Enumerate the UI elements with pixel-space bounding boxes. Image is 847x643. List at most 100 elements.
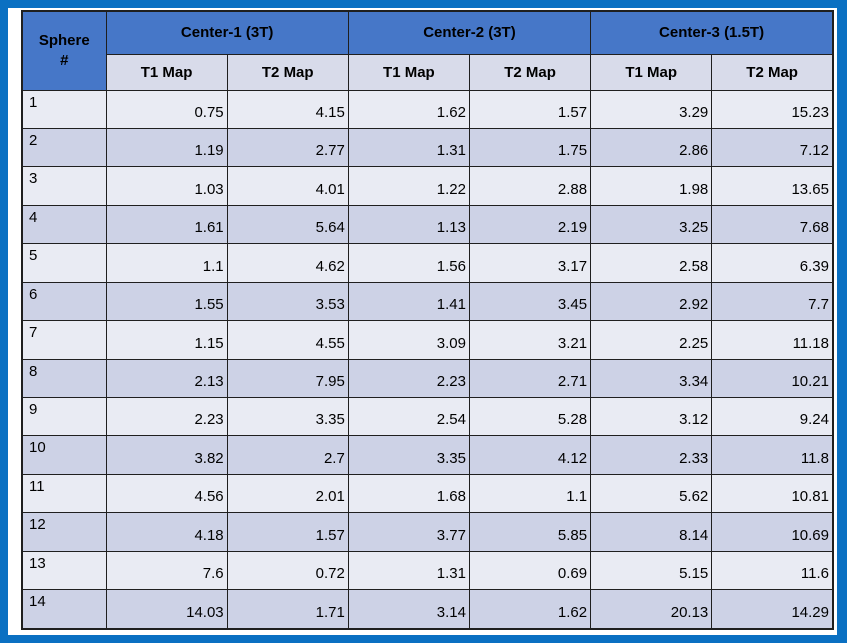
value-cell: 4.55	[226, 320, 349, 360]
table-row: 12 4.18 1.57 3.77 5.85 8.14 10.69	[21, 512, 834, 552]
value-cell: 5.64	[226, 204, 349, 245]
table-row: 5 1.1 4.62 1.56 3.17 2.58 6.39	[21, 243, 834, 283]
value-cell: 13.65	[711, 166, 834, 206]
value-cell: 2.19	[468, 204, 592, 245]
value-cell: 10.21	[711, 358, 834, 399]
table-header: Sphere # Center-1 (3T) Center-2 (3T) Cen…	[21, 10, 834, 91]
value-cell: 7.12	[711, 127, 834, 168]
value-cell: 1.61	[105, 204, 228, 245]
sphere-number-cell: 9	[21, 396, 107, 437]
value-cell: 2.88	[468, 166, 592, 206]
value-cell: 3.25	[590, 204, 713, 245]
sub-header-c3-t1: T1 Map	[590, 53, 713, 91]
value-cell: 11.8	[711, 435, 834, 475]
value-cell: 8.14	[590, 512, 713, 552]
value-cell: 3.21	[468, 320, 592, 360]
value-cell: 11.6	[711, 550, 834, 591]
sphere-number-cell: 4	[21, 204, 107, 245]
sub-header-c3-t2: T2 Map	[711, 53, 834, 91]
value-cell: 1.13	[347, 204, 470, 245]
table-row: 9 2.23 3.35 2.54 5.28 3.12 9.24	[21, 396, 834, 437]
table-row: 3 1.03 4.01 1.22 2.88 1.98 13.65	[21, 166, 834, 206]
value-cell: 5.62	[590, 473, 713, 514]
sub-header-c1-t2: T2 Map	[226, 53, 349, 91]
value-cell: 1.31	[347, 127, 470, 168]
value-cell: 2.25	[590, 320, 713, 360]
sphere-measurement-table: Sphere # Center-1 (3T) Center-2 (3T) Cen…	[21, 10, 834, 630]
value-cell: 4.12	[468, 435, 592, 475]
value-cell: 3.34	[590, 358, 713, 399]
sphere-number-cell: 1	[21, 89, 107, 129]
value-cell: 10.81	[711, 473, 834, 514]
table-row: 1 0.75 4.15 1.62 1.57 3.29 15.23	[21, 89, 834, 129]
group-header-center-3: Center-3 (1.5T)	[590, 10, 834, 55]
value-cell: 1.22	[347, 166, 470, 206]
table-row: 10 3.82 2.7 3.35 4.12 2.33 11.8	[21, 435, 834, 475]
value-cell: 2.58	[590, 243, 713, 283]
value-cell: 1.75	[468, 127, 592, 168]
corner-header-line1: Sphere	[38, 31, 90, 49]
table-row: 14 14.03 1.71 3.14 1.62 20.13 14.29	[21, 589, 834, 630]
value-cell: 3.29	[590, 89, 713, 129]
value-cell: 7.95	[226, 358, 349, 399]
value-cell: 6.39	[711, 243, 834, 283]
value-cell: 1.57	[468, 89, 592, 129]
group-header-center-2: Center-2 (3T)	[347, 10, 592, 55]
sphere-number-cell: 14	[21, 589, 107, 630]
value-cell: 4.01	[226, 166, 349, 206]
value-cell: 1.1	[468, 473, 592, 514]
value-cell: 3.09	[347, 320, 470, 360]
sub-header-c2-t2: T2 Map	[468, 53, 592, 91]
sphere-number-cell: 3	[21, 166, 107, 206]
value-cell: 3.53	[226, 281, 349, 322]
value-cell: 20.13	[590, 589, 713, 630]
table-row: 11 4.56 2.01 1.68 1.1 5.62 10.81	[21, 473, 834, 514]
value-cell: 2.7	[226, 435, 349, 475]
value-cell: 2.33	[590, 435, 713, 475]
value-cell: 4.56	[105, 473, 228, 514]
value-cell: 11.18	[711, 320, 834, 360]
value-cell: 4.15	[226, 89, 349, 129]
value-cell: 1.68	[347, 473, 470, 514]
value-cell: 0.75	[105, 89, 228, 129]
sphere-number-cell: 7	[21, 320, 107, 360]
value-cell: 5.85	[468, 512, 592, 552]
sphere-number-cell: 13	[21, 550, 107, 591]
value-cell: 2.77	[226, 127, 349, 168]
value-cell: 5.15	[590, 550, 713, 591]
sphere-number-cell: 11	[21, 473, 107, 514]
table-row: 2 1.19 2.77 1.31 1.75 2.86 7.12	[21, 127, 834, 168]
value-cell: 1.62	[347, 89, 470, 129]
value-cell: 3.12	[590, 396, 713, 437]
value-cell: 1.31	[347, 550, 470, 591]
table-row: 8 2.13 7.95 2.23 2.71 3.34 10.21	[21, 358, 834, 399]
value-cell: 1.56	[347, 243, 470, 283]
value-cell: 1.57	[226, 512, 349, 552]
table-body: 1 0.75 4.15 1.62 1.57 3.29 15.23 2 1.19 2.77 1.31 1…	[21, 89, 834, 630]
sphere-number-cell: 2	[21, 127, 107, 168]
value-cell: 0.72	[226, 550, 349, 591]
value-cell: 3.17	[468, 243, 592, 283]
value-cell: 2.71	[468, 358, 592, 399]
value-cell: 1.55	[105, 281, 228, 322]
sphere-number-cell: 6	[21, 281, 107, 322]
table-row: 13 7.6 0.72 1.31 0.69 5.15 11.6	[21, 550, 834, 591]
sphere-number-cell: 12	[21, 512, 107, 552]
value-cell: 1.03	[105, 166, 228, 206]
sphere-number-cell: 5	[21, 243, 107, 283]
value-cell: 2.86	[590, 127, 713, 168]
value-cell: 1.98	[590, 166, 713, 206]
value-cell: 1.19	[105, 127, 228, 168]
value-cell: 14.29	[711, 589, 834, 630]
value-cell: 1.71	[226, 589, 349, 630]
group-header-row: Sphere # Center-1 (3T) Center-2 (3T) Cen…	[21, 10, 834, 91]
value-cell: 3.14	[347, 589, 470, 630]
table-row: 4 1.61 5.64 1.13 2.19 3.25 7.68	[21, 204, 834, 245]
sub-header-row: T1 Map T2 Map T1 Map T2 Map T1 Map T2 Ma…	[22, 53, 834, 91]
value-cell: 7.7	[711, 281, 834, 322]
value-cell: 10.69	[711, 512, 834, 552]
value-cell: 7.68	[711, 204, 834, 245]
value-cell: 14.03	[105, 589, 228, 630]
value-cell: 2.01	[226, 473, 349, 514]
